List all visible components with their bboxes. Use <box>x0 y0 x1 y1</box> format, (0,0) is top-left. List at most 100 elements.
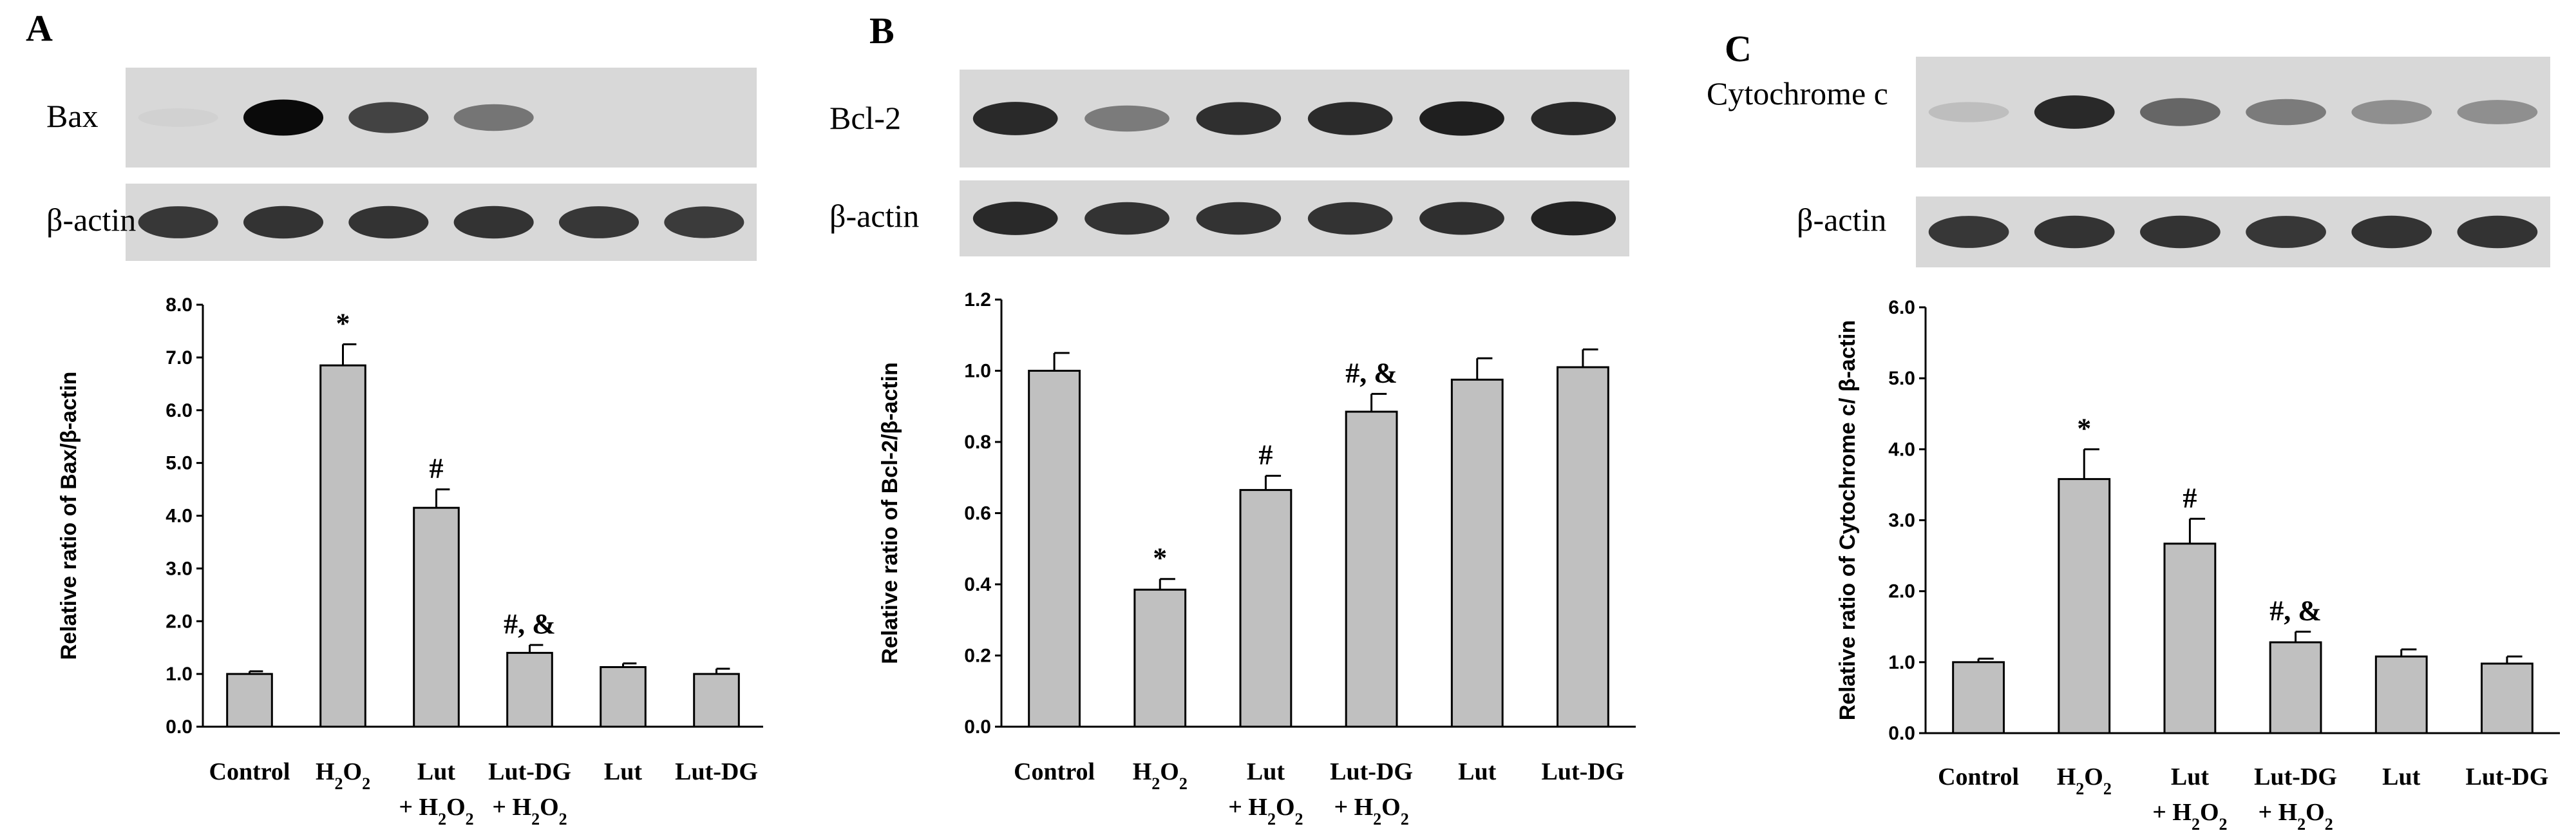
blot-label: Bcl-2 <box>829 100 901 136</box>
y-axis-title: Relative ratio of Cytochrome c/ β-actin <box>1835 320 1860 721</box>
y-tick-label: 4.0 <box>1888 439 1915 460</box>
blot-band <box>1531 201 1616 236</box>
blot-label: β-actin <box>1797 202 1886 238</box>
blot-band <box>1196 102 1282 135</box>
blot-band <box>1307 202 1393 235</box>
y-tick-label: 7.0 <box>166 347 193 369</box>
y-tick-label: 6.0 <box>1888 297 1915 318</box>
blot-strip <box>1916 57 2550 168</box>
significance-mark: * <box>2077 412 2091 444</box>
bar <box>1345 410 1398 728</box>
blot-label: Bax <box>46 98 99 134</box>
y-tick-label: 0.8 <box>964 432 991 453</box>
blot-band <box>243 206 324 239</box>
y-tick-label: 6.0 <box>166 400 193 421</box>
category-label: Lut-DG <box>1330 758 1413 785</box>
blot-band <box>664 206 744 238</box>
panel-letter: B <box>869 10 895 52</box>
significance-mark: #, & <box>1345 357 1397 388</box>
category-label: Lut <box>604 758 642 785</box>
blot-band <box>348 102 429 133</box>
category-label: + H2O2 <box>2258 799 2333 833</box>
category-label: Lut-DG <box>2254 763 2337 790</box>
blot-band <box>1419 202 1504 235</box>
blot-band <box>453 104 534 131</box>
blot-label: β-actin <box>829 198 919 234</box>
blot-strip <box>960 70 1629 168</box>
category-label: Control <box>1938 763 2019 790</box>
bar <box>693 673 740 728</box>
category-label: H2O2 <box>2057 763 2112 798</box>
y-tick-label: 2.0 <box>166 611 193 632</box>
category-label: Lut-DG <box>675 758 758 785</box>
blot-band <box>2140 98 2221 126</box>
category-label: + H2O2 <box>1334 794 1408 828</box>
category-label: + H2O2 <box>1228 794 1303 828</box>
blot-band <box>2457 100 2538 124</box>
blot-band <box>972 102 1058 135</box>
blot-band <box>2246 99 2326 126</box>
blot-band <box>138 108 218 127</box>
bar <box>506 651 553 728</box>
blot-band <box>1196 202 1282 235</box>
category-label: + H2O2 <box>399 794 473 828</box>
significance-mark: * <box>336 307 350 339</box>
blot-band <box>348 206 429 239</box>
blot-band <box>1928 102 2009 122</box>
blot-strip <box>126 184 757 261</box>
y-tick-label: 1.0 <box>1888 652 1915 673</box>
bar <box>319 364 366 728</box>
bar <box>2269 641 2322 734</box>
category-label: Lut-DG <box>2466 763 2549 790</box>
significance-mark: #, & <box>2269 595 2322 626</box>
bar <box>2481 662 2533 734</box>
blot-band <box>1084 105 1170 132</box>
bar <box>1557 366 1609 728</box>
panel-a: A Bax β-actin 0.0 1.0 2.0 3.0 4.0 5.0 6.0 7.0 8.0 Re… <box>26 7 763 828</box>
blot-band <box>1307 102 1393 135</box>
bar <box>1952 661 2005 734</box>
bar <box>1133 588 1187 728</box>
blot-band <box>243 99 324 136</box>
y-tick-label: 0.4 <box>964 574 991 595</box>
category-label: H2O2 <box>316 758 370 793</box>
y-tick-label: 5.0 <box>166 453 193 474</box>
blot-band <box>1928 216 2009 248</box>
y-tick-label: 0.6 <box>964 503 991 524</box>
bar <box>1450 378 1504 728</box>
panel-letter: A <box>26 7 53 49</box>
blot-strip <box>126 68 757 168</box>
bar <box>2374 655 2428 734</box>
bar <box>2058 478 2111 734</box>
significance-mark: # <box>1258 439 1273 470</box>
blot-band <box>1084 202 1170 235</box>
y-tick-label: 0.0 <box>964 716 991 738</box>
blot-band <box>558 206 639 238</box>
y-axis-title: Relative ratio of Bcl-2/β-actin <box>878 362 902 664</box>
significance-mark: * <box>1153 542 1167 574</box>
y-tick-label: 3.0 <box>166 558 193 579</box>
bar <box>1028 370 1081 728</box>
y-tick-label: 8.0 <box>166 294 193 316</box>
blot-band <box>2246 216 2326 248</box>
category-label: Control <box>209 758 290 785</box>
category-label: + H2O2 <box>492 794 567 828</box>
significance-mark: # <box>2183 482 2197 513</box>
significance-mark: # <box>430 453 444 484</box>
blot-band <box>1531 102 1616 135</box>
category-label: + H2O2 <box>2152 799 2227 833</box>
bar <box>413 506 460 728</box>
y-tick-label: 5.0 <box>1888 368 1915 389</box>
significance-mark: #, & <box>504 608 556 640</box>
y-tick-label: 1.2 <box>964 289 991 311</box>
category-label: Lut-DG <box>488 758 571 785</box>
blot-band <box>2034 215 2115 249</box>
category-label: Lut-DG <box>1542 758 1625 785</box>
category-label: Lut <box>2171 763 2209 790</box>
y-tick-label: 0.0 <box>1888 723 1915 744</box>
category-label: Lut <box>2382 763 2420 790</box>
category-label: Lut <box>1247 758 1285 785</box>
category-label: Control <box>1014 758 1095 785</box>
blot-label: β-actin <box>46 202 136 238</box>
